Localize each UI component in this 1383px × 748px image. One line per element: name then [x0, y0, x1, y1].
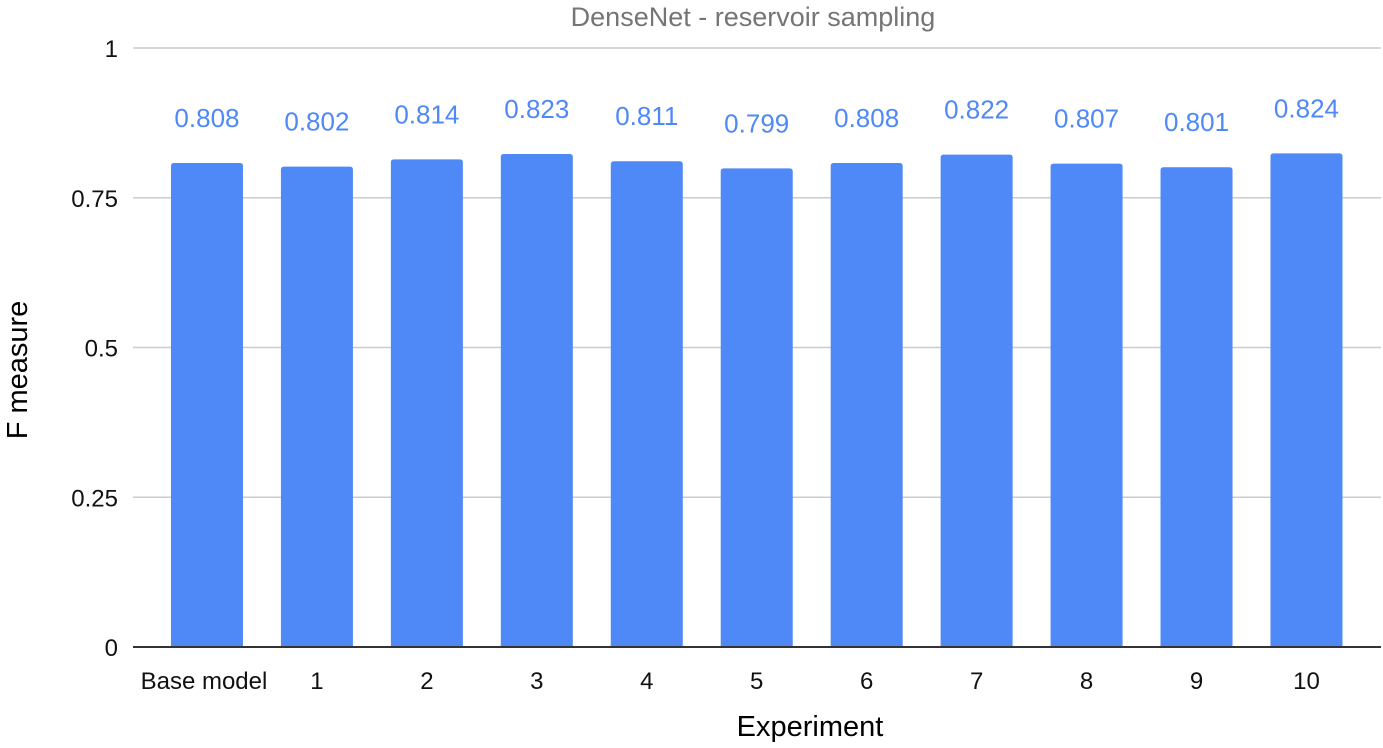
x-tick-label: 2 — [420, 668, 433, 695]
x-tick-label: Base model — [141, 668, 268, 695]
x-tick-label: 7 — [970, 668, 983, 695]
x-tick-label: 4 — [640, 668, 653, 695]
x-tick-label: 8 — [1080, 668, 1093, 695]
data-label: 0.822 — [944, 95, 1009, 125]
y-tick-label: 0.5 — [85, 336, 118, 363]
bar — [830, 163, 903, 647]
x-axis-ticks: Base model 1 2 3 4 5 6 7 8 9 10 — [141, 668, 1320, 695]
y-tick-label: 1 — [105, 36, 118, 63]
bar — [1270, 153, 1343, 647]
bar — [390, 159, 463, 647]
data-labels: 0.808 0.802 0.814 0.823 0.811 0.799 0.808 0.822… — [174, 93, 1339, 138]
data-label: 0.808 — [174, 103, 239, 133]
x-tick-label: 6 — [860, 668, 873, 695]
data-label: 0.801 — [1164, 107, 1229, 137]
x-tick-label: 10 — [1293, 668, 1320, 695]
data-label: 0.799 — [724, 108, 789, 138]
data-label: 0.814 — [394, 99, 459, 129]
bar — [720, 168, 793, 648]
bar — [500, 154, 573, 647]
data-label: 0.824 — [1274, 93, 1339, 123]
bars — [170, 153, 1343, 648]
bar — [1160, 167, 1233, 648]
y-axis-ticks: 0 0.25 0.5 0.75 1 — [71, 36, 118, 662]
data-label: 0.807 — [1054, 104, 1119, 134]
x-tick-label: 3 — [530, 668, 543, 695]
y-axis-title: F measure — [2, 301, 34, 440]
bar — [1050, 163, 1123, 647]
y-tick-label: 0.75 — [71, 186, 118, 213]
x-tick-label: 5 — [750, 668, 763, 695]
x-tick-label: 9 — [1190, 668, 1203, 695]
y-tick-label: 0 — [105, 635, 118, 662]
bar — [940, 154, 1013, 647]
bar — [170, 163, 243, 647]
x-axis-title: Experiment — [737, 711, 884, 743]
bar — [280, 166, 353, 648]
data-label: 0.802 — [284, 107, 349, 137]
y-tick-label: 0.25 — [71, 485, 118, 512]
data-label: 0.823 — [504, 94, 569, 124]
x-tick-label: 1 — [310, 668, 323, 695]
data-label: 0.811 — [615, 101, 678, 131]
data-label: 0.808 — [834, 103, 899, 133]
chart-title: DenseNet - reservoir sampling — [571, 2, 936, 32]
bar — [610, 161, 683, 647]
